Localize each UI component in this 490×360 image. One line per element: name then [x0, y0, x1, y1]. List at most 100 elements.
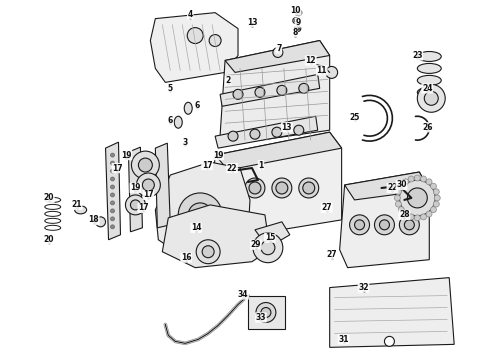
Circle shape	[253, 233, 283, 263]
Text: 4: 4	[188, 10, 193, 19]
Polygon shape	[215, 116, 318, 148]
Ellipse shape	[417, 51, 441, 62]
Circle shape	[111, 209, 115, 213]
Circle shape	[295, 26, 301, 32]
Circle shape	[228, 131, 238, 141]
Text: 17: 17	[138, 203, 148, 212]
Circle shape	[202, 246, 214, 258]
Circle shape	[299, 84, 309, 93]
Circle shape	[111, 169, 115, 173]
Circle shape	[131, 151, 159, 179]
Text: 25: 25	[349, 113, 360, 122]
Circle shape	[261, 241, 275, 255]
Circle shape	[143, 179, 154, 191]
Text: 16: 16	[181, 253, 192, 262]
Polygon shape	[155, 143, 171, 228]
Circle shape	[294, 19, 297, 22]
Text: 23: 23	[412, 51, 422, 60]
Circle shape	[404, 220, 415, 230]
Circle shape	[111, 185, 115, 189]
Circle shape	[245, 178, 265, 198]
Circle shape	[355, 220, 365, 230]
Circle shape	[426, 211, 432, 217]
Text: 7: 7	[276, 44, 282, 53]
Ellipse shape	[417, 63, 441, 73]
Text: 6: 6	[195, 101, 200, 110]
Text: 18: 18	[88, 215, 99, 224]
Polygon shape	[155, 162, 250, 255]
Circle shape	[261, 307, 271, 318]
Polygon shape	[340, 172, 429, 268]
Circle shape	[233, 89, 243, 99]
Text: 17: 17	[112, 163, 123, 172]
Circle shape	[424, 91, 438, 105]
Text: 11: 11	[317, 66, 327, 75]
Text: 15: 15	[265, 233, 275, 242]
Text: 27: 27	[321, 203, 332, 212]
Circle shape	[272, 127, 282, 137]
Text: 9: 9	[295, 18, 300, 27]
Polygon shape	[105, 142, 121, 240]
Circle shape	[394, 195, 400, 201]
Polygon shape	[150, 13, 238, 82]
Text: 13: 13	[247, 18, 257, 27]
Circle shape	[194, 209, 206, 221]
Circle shape	[188, 203, 212, 227]
Circle shape	[125, 195, 146, 215]
Circle shape	[399, 180, 435, 216]
Circle shape	[111, 177, 115, 181]
Polygon shape	[215, 132, 342, 170]
Circle shape	[136, 173, 160, 197]
Circle shape	[395, 189, 401, 195]
Polygon shape	[220, 75, 319, 106]
Circle shape	[196, 240, 220, 264]
Circle shape	[408, 214, 414, 220]
Circle shape	[111, 217, 115, 221]
Text: 19: 19	[213, 150, 223, 159]
Text: 27: 27	[326, 250, 337, 259]
Text: 26: 26	[422, 123, 433, 132]
Text: 14: 14	[191, 223, 201, 232]
Text: 28: 28	[399, 210, 410, 219]
Ellipse shape	[417, 75, 441, 85]
Text: 1: 1	[258, 161, 264, 170]
Circle shape	[111, 193, 115, 197]
Polygon shape	[330, 278, 454, 347]
Polygon shape	[210, 132, 342, 240]
Text: 2: 2	[225, 76, 231, 85]
Text: 34: 34	[238, 290, 248, 299]
Circle shape	[138, 158, 152, 172]
Text: 24: 24	[422, 84, 433, 93]
Circle shape	[395, 201, 401, 207]
Text: 17: 17	[143, 190, 154, 199]
Text: 29: 29	[251, 240, 261, 249]
Circle shape	[420, 176, 426, 182]
Text: 22: 22	[387, 184, 398, 193]
Circle shape	[379, 220, 390, 230]
Circle shape	[249, 182, 261, 194]
Circle shape	[434, 195, 440, 201]
Circle shape	[222, 182, 234, 194]
Polygon shape	[220, 41, 330, 145]
Circle shape	[297, 11, 300, 14]
Text: 31: 31	[339, 335, 349, 344]
Circle shape	[398, 183, 404, 189]
Circle shape	[398, 207, 404, 213]
Circle shape	[415, 175, 420, 181]
Text: 10: 10	[291, 6, 301, 15]
Text: 20: 20	[44, 235, 54, 244]
Ellipse shape	[74, 206, 87, 214]
Circle shape	[277, 85, 287, 95]
Circle shape	[272, 178, 292, 198]
Text: 12: 12	[305, 56, 316, 65]
Circle shape	[111, 161, 115, 165]
Polygon shape	[128, 147, 143, 232]
Circle shape	[273, 48, 283, 58]
Ellipse shape	[184, 102, 192, 114]
Circle shape	[209, 35, 221, 46]
Circle shape	[303, 182, 315, 194]
Text: 20: 20	[44, 193, 54, 202]
Circle shape	[403, 211, 409, 217]
Polygon shape	[225, 41, 330, 72]
Circle shape	[296, 10, 302, 15]
